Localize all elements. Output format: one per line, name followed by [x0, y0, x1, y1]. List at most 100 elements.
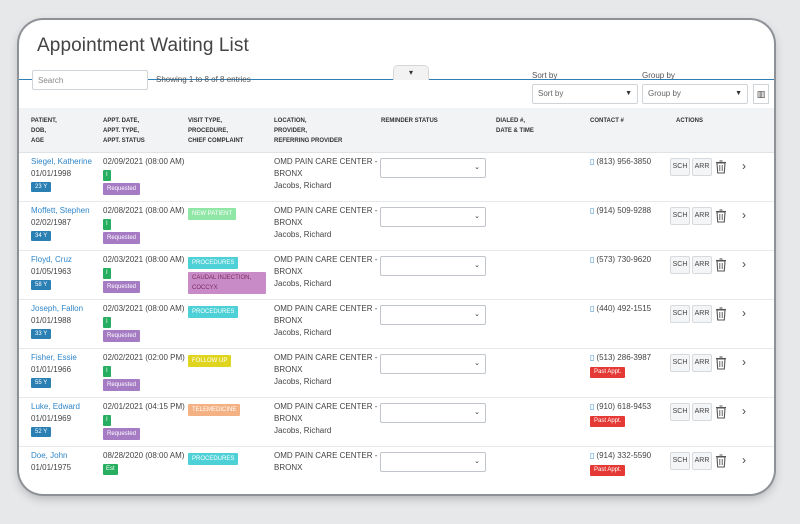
- contact-cell: ▯ (914) 509-9288: [590, 205, 651, 217]
- group-select-value: Group by: [648, 89, 681, 98]
- phone-number: (813) 956-3850: [596, 157, 652, 166]
- table-row[interactable]: Fisher, Essie 01/01/1966 55 Y 02/02/2021…: [19, 348, 774, 398]
- reminder-status-select[interactable]: ⌄: [380, 256, 486, 276]
- schedule-button[interactable]: SCH: [670, 256, 690, 274]
- arrive-button[interactable]: ARR: [692, 452, 712, 470]
- arrive-button[interactable]: ARR: [692, 403, 712, 421]
- th-appt[interactable]: APPT. DATE, APPT. TYPE, APPT. STATUS: [103, 116, 145, 146]
- location-cell: OMD PAIN CARE CENTER - BRONX Jacobs, Ric…: [274, 352, 377, 388]
- schedule-button[interactable]: SCH: [670, 207, 690, 225]
- reminder-status-select[interactable]: ⌄: [380, 403, 486, 423]
- chevron-down-icon: ⌄: [474, 360, 480, 367]
- schedule-button[interactable]: SCH: [670, 158, 690, 176]
- collapse-toggle[interactable]: ▾: [393, 65, 429, 80]
- search-input[interactable]: [32, 70, 148, 90]
- location-cell: OMD PAIN CARE CENTER - BRONX Jacobs, Ric…: [274, 303, 377, 339]
- visit-cell: Procedures: [188, 453, 239, 465]
- phone-icon: ▯: [590, 206, 595, 215]
- th-contact[interactable]: CONTACT #: [590, 118, 624, 124]
- chevron-right-icon[interactable]: ›: [742, 453, 746, 467]
- contact-cell: ▯ (914) 332-5590 Past Appt.: [590, 450, 651, 476]
- th-patient[interactable]: PATIENT, DOB, AGE: [31, 116, 57, 146]
- contact-phone[interactable]: ▯ (513) 286-3987: [590, 352, 651, 364]
- sort-select[interactable]: Sort by ▼: [532, 84, 638, 104]
- column-grid-icon[interactable]: ▥: [753, 84, 769, 104]
- contact-phone[interactable]: ▯ (440) 492-1515: [590, 303, 651, 315]
- contact-phone[interactable]: ▯ (914) 332-5590: [590, 450, 651, 462]
- table-row[interactable]: Siegel, Katherine 01/01/1998 23 Y 02/09/…: [19, 152, 774, 202]
- contact-cell: ▯ (813) 956-3850: [590, 156, 651, 168]
- reminder-status-select[interactable]: ⌄: [380, 305, 486, 325]
- appt-date: 02/01/2021 (04:15 PM): [103, 402, 185, 411]
- chevron-right-icon[interactable]: ›: [742, 404, 746, 418]
- arrive-button[interactable]: ARR: [692, 354, 712, 372]
- visit-cell: PROCEDURES CAUDAL INJECTION, COCCYX: [188, 257, 266, 294]
- patient-name-link[interactable]: Joseph, Fallon: [31, 304, 84, 313]
- appt-type-badge: I: [103, 366, 111, 377]
- table-row[interactable]: Moffett, Stephen 02/02/1987 34 Y 02/08/2…: [19, 201, 774, 251]
- table-row[interactable]: Luke, Edward 01/01/1969 52 Y 02/01/2021 …: [19, 397, 774, 447]
- location-line1: OMD PAIN CARE CENTER -: [274, 353, 378, 362]
- th-visit[interactable]: VISIT TYPE, PROCEDURE, CHIEF COMPLAINT: [188, 116, 243, 146]
- th-dialed[interactable]: DIALED #, DATE & TIME: [496, 116, 534, 136]
- arrive-button[interactable]: ARR: [692, 256, 712, 274]
- contact-phone[interactable]: ▯ (910) 618-9453: [590, 401, 651, 413]
- phone-icon: ▯: [590, 402, 595, 411]
- entries-info: Showing 1 to 8 of 8 entries: [156, 75, 251, 84]
- reminder-status-select[interactable]: ⌄: [380, 452, 486, 472]
- chevron-right-icon[interactable]: ›: [742, 355, 746, 369]
- contact-cell: ▯ (513) 286-3987 Past Appt.: [590, 352, 651, 378]
- schedule-button[interactable]: SCH: [670, 354, 690, 372]
- trash-icon[interactable]: [714, 207, 728, 225]
- table-row[interactable]: Joseph, Fallon 01/01/1988 33 Y 02/03/202…: [19, 299, 774, 349]
- arrive-button[interactable]: ARR: [692, 305, 712, 323]
- location-cell: OMD PAIN CARE CENTER - BRONX: [274, 450, 377, 474]
- phone-icon: ▯: [590, 353, 595, 362]
- th-location[interactable]: LOCATION, PROVIDER, REFERRING PROVIDER: [274, 116, 342, 146]
- chevron-right-icon[interactable]: ›: [742, 159, 746, 173]
- schedule-button[interactable]: SCH: [670, 305, 690, 323]
- contact-phone[interactable]: ▯ (573) 730-9620: [590, 254, 651, 266]
- chevron-right-icon[interactable]: ›: [742, 208, 746, 222]
- th-dialed-line1: DIALED #,: [496, 118, 526, 124]
- patient-cell: Doe, John 01/01/1975: [31, 450, 71, 474]
- table-row[interactable]: Floyd, Cruz 01/05/1963 58 Y 02/03/2021 (…: [19, 250, 774, 300]
- past-appt-badge: Past Appt.: [590, 416, 626, 427]
- reminder-status-select[interactable]: ⌄: [380, 158, 486, 178]
- location-cell: OMD PAIN CARE CENTER - BRONX Jacobs, Ric…: [274, 254, 377, 290]
- trash-icon[interactable]: [714, 256, 728, 274]
- reminder-status-select[interactable]: ⌄: [380, 354, 486, 374]
- th-appt-line3: APPT. STATUS: [103, 138, 145, 144]
- trash-icon[interactable]: [714, 403, 728, 421]
- contact-phone[interactable]: ▯ (813) 956-3850: [590, 156, 651, 168]
- contact-phone[interactable]: ▯ (914) 509-9288: [590, 205, 651, 217]
- page-title: Appointment Waiting List: [37, 35, 249, 56]
- patient-name-link[interactable]: Siegel, Katherine: [31, 157, 92, 166]
- schedule-button[interactable]: SCH: [670, 403, 690, 421]
- arrive-button[interactable]: ARR: [692, 158, 712, 176]
- reminder-status-select[interactable]: ⌄: [380, 207, 486, 227]
- trash-icon[interactable]: [714, 158, 728, 176]
- trash-icon[interactable]: [714, 452, 728, 470]
- location-line2: BRONX: [274, 414, 303, 423]
- chevron-right-icon[interactable]: ›: [742, 306, 746, 320]
- provider-name: Jacobs, Richard: [274, 377, 332, 386]
- patient-name-link[interactable]: Moffett, Stephen: [31, 206, 90, 215]
- phone-icon: ▯: [590, 255, 595, 264]
- arrive-button[interactable]: ARR: [692, 207, 712, 225]
- patient-cell: Moffett, Stephen 02/02/1987 34 Y: [31, 205, 90, 241]
- th-visit-line3: CHIEF COMPLAINT: [188, 138, 244, 144]
- schedule-button[interactable]: SCH: [670, 452, 690, 470]
- patient-name-link[interactable]: Doe, John: [31, 451, 68, 460]
- patient-name-link[interactable]: Floyd, Cruz: [31, 255, 72, 264]
- patient-name-link[interactable]: Fisher, Essie: [31, 353, 77, 362]
- th-reminder[interactable]: REMINDER STATUS: [381, 118, 438, 124]
- appt-type-badge: I: [103, 170, 111, 181]
- group-select[interactable]: Group by ▼: [642, 84, 748, 104]
- appt-cell: 02/01/2021 (04:15 PM) I Requested: [103, 401, 185, 440]
- trash-icon[interactable]: [714, 354, 728, 372]
- patient-name-link[interactable]: Luke, Edward: [31, 402, 80, 411]
- table-row[interactable]: Doe, John 01/01/1975 08/28/2020 (08:00 A…: [19, 446, 774, 494]
- chevron-right-icon[interactable]: ›: [742, 257, 746, 271]
- trash-icon[interactable]: [714, 305, 728, 323]
